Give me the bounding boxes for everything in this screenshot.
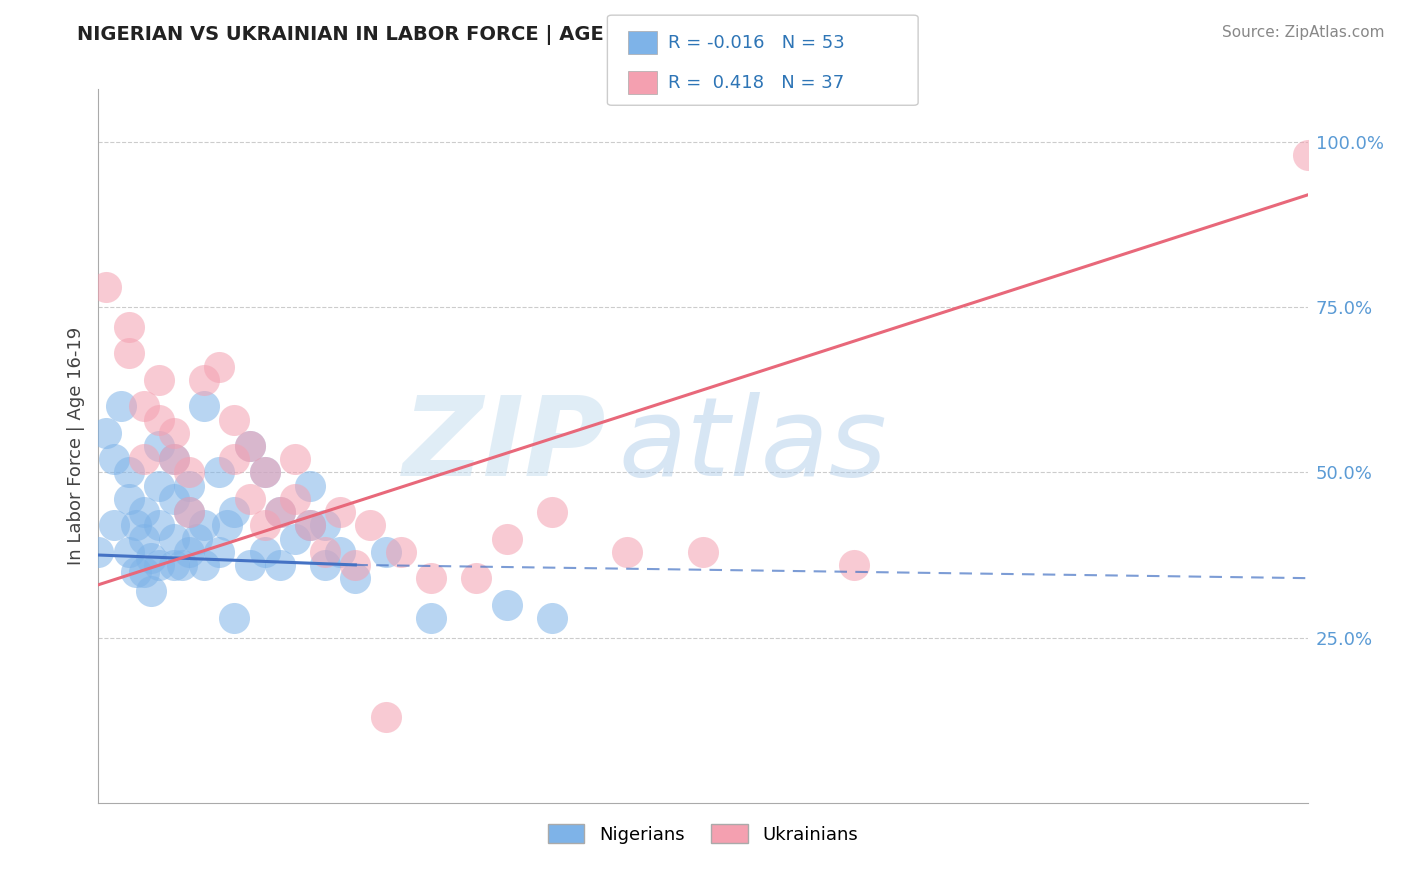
Point bbox=[141, 551, 163, 566]
Point bbox=[253, 545, 276, 559]
Point bbox=[118, 466, 141, 480]
Point bbox=[540, 505, 562, 519]
Point bbox=[179, 545, 201, 559]
Point bbox=[118, 320, 141, 334]
Text: Source: ZipAtlas.com: Source: ZipAtlas.com bbox=[1222, 25, 1385, 40]
Point bbox=[193, 373, 215, 387]
Point bbox=[269, 558, 291, 572]
Point bbox=[163, 558, 186, 572]
Point bbox=[163, 532, 186, 546]
Point bbox=[179, 466, 201, 480]
Point bbox=[360, 518, 382, 533]
Point bbox=[299, 518, 322, 533]
Text: atlas: atlas bbox=[619, 392, 887, 500]
Point bbox=[253, 466, 276, 480]
Point bbox=[374, 710, 396, 724]
Point bbox=[125, 518, 148, 533]
Point bbox=[148, 439, 170, 453]
Point bbox=[208, 466, 231, 480]
Point bbox=[103, 518, 125, 533]
Point bbox=[132, 400, 155, 414]
Point bbox=[374, 545, 396, 559]
Point bbox=[87, 545, 110, 559]
Point bbox=[284, 452, 307, 467]
Point bbox=[253, 466, 276, 480]
Point bbox=[118, 491, 141, 506]
Point bbox=[253, 518, 276, 533]
Point bbox=[141, 584, 163, 599]
Point bbox=[148, 558, 170, 572]
Point bbox=[314, 558, 336, 572]
Point bbox=[239, 439, 262, 453]
Point bbox=[284, 491, 307, 506]
Point bbox=[179, 478, 201, 492]
Y-axis label: In Labor Force | Age 16-19: In Labor Force | Age 16-19 bbox=[66, 326, 84, 566]
Point bbox=[215, 518, 238, 533]
Point bbox=[284, 532, 307, 546]
Point bbox=[540, 611, 562, 625]
Point bbox=[94, 425, 117, 440]
Text: R =  0.418   N = 37: R = 0.418 N = 37 bbox=[668, 73, 844, 92]
Point bbox=[110, 400, 132, 414]
Point bbox=[420, 611, 443, 625]
Point bbox=[186, 532, 208, 546]
Point bbox=[495, 598, 517, 612]
Point bbox=[1296, 148, 1319, 162]
Text: NIGERIAN VS UKRAINIAN IN LABOR FORCE | AGE 16-19 CORRELATION CHART: NIGERIAN VS UKRAINIAN IN LABOR FORCE | A… bbox=[77, 25, 914, 45]
Point bbox=[616, 545, 638, 559]
Point bbox=[465, 571, 488, 585]
Point bbox=[193, 558, 215, 572]
Point bbox=[299, 518, 322, 533]
Point bbox=[103, 452, 125, 467]
Point bbox=[224, 505, 246, 519]
Point bbox=[118, 545, 141, 559]
Point bbox=[420, 571, 443, 585]
Point bbox=[148, 373, 170, 387]
Point bbox=[132, 532, 155, 546]
Point bbox=[125, 565, 148, 579]
Point bbox=[118, 346, 141, 360]
Point bbox=[239, 558, 262, 572]
Point bbox=[132, 565, 155, 579]
Point bbox=[208, 359, 231, 374]
Point bbox=[224, 412, 246, 426]
Point bbox=[692, 545, 714, 559]
Point bbox=[148, 478, 170, 492]
Point bbox=[344, 571, 367, 585]
Point bbox=[224, 611, 246, 625]
Point bbox=[193, 400, 215, 414]
Text: ZIP: ZIP bbox=[402, 392, 606, 500]
Point bbox=[314, 545, 336, 559]
Point bbox=[163, 452, 186, 467]
Point bbox=[179, 505, 201, 519]
Point bbox=[163, 425, 186, 440]
Point bbox=[389, 545, 412, 559]
Point bbox=[239, 439, 262, 453]
Point bbox=[179, 505, 201, 519]
Point bbox=[269, 505, 291, 519]
Point bbox=[132, 452, 155, 467]
Point bbox=[844, 558, 866, 572]
Point bbox=[208, 545, 231, 559]
Point bbox=[314, 518, 336, 533]
Point bbox=[148, 412, 170, 426]
Point bbox=[495, 532, 517, 546]
Text: R = -0.016   N = 53: R = -0.016 N = 53 bbox=[668, 34, 845, 52]
Point bbox=[94, 280, 117, 294]
Point bbox=[224, 452, 246, 467]
Legend: Nigerians, Ukrainians: Nigerians, Ukrainians bbox=[541, 817, 865, 851]
Point bbox=[239, 491, 262, 506]
Point bbox=[163, 452, 186, 467]
Point bbox=[132, 505, 155, 519]
Point bbox=[148, 518, 170, 533]
Point bbox=[269, 505, 291, 519]
Point bbox=[163, 491, 186, 506]
Point bbox=[329, 505, 352, 519]
Point bbox=[344, 558, 367, 572]
Point bbox=[329, 545, 352, 559]
Point bbox=[193, 518, 215, 533]
Point bbox=[170, 558, 193, 572]
Point bbox=[299, 478, 322, 492]
